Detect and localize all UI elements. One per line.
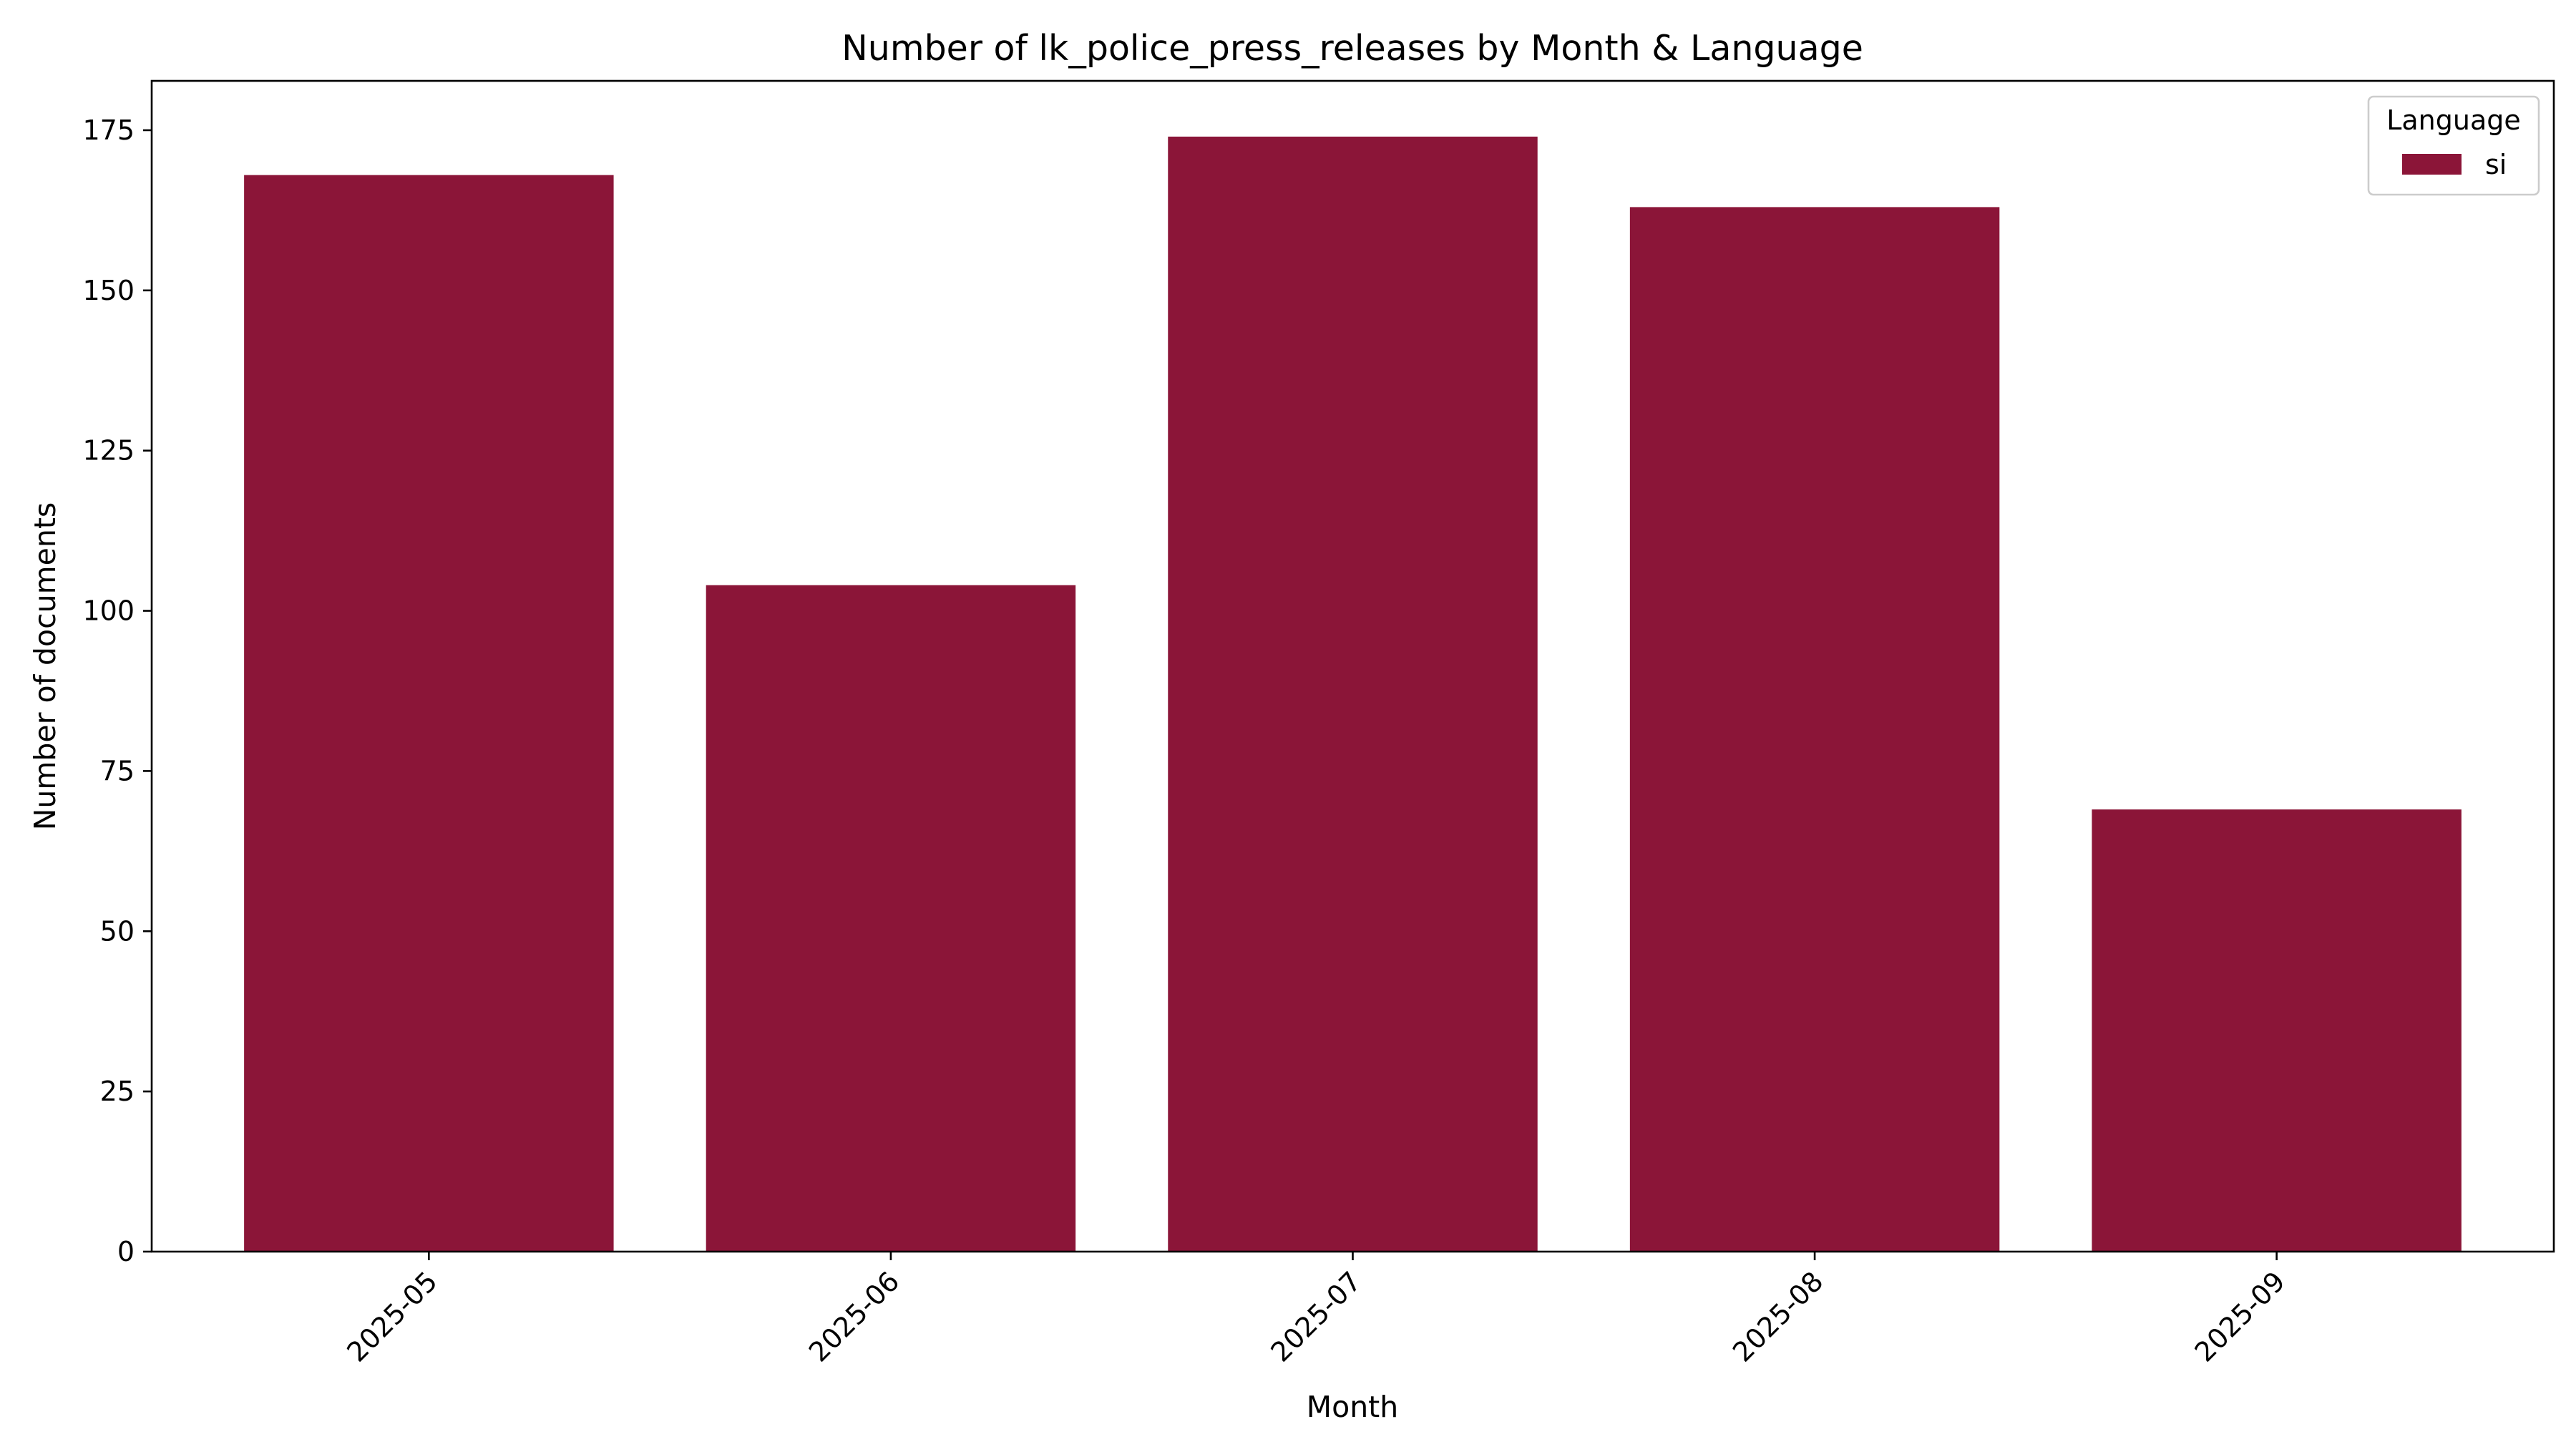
x-tick-label: 2025-08 (1727, 1265, 1829, 1368)
y-axis-label: Number of documents (28, 502, 62, 831)
y-tick-label: 75 (100, 755, 135, 786)
y-tick-label: 125 (82, 435, 135, 467)
y-tick-label: 50 (100, 915, 135, 947)
bars-layer (244, 136, 2462, 1252)
x-axis-ticks: 2025-05 2025-06 2025-07 2025-08 2025-09 (341, 1252, 2291, 1368)
bar-2025-08 (1629, 207, 2000, 1252)
y-tick-label: 25 (100, 1076, 135, 1107)
legend-swatch-si (2402, 154, 2462, 175)
x-tick-label: 2025-09 (2189, 1265, 2291, 1368)
y-tick-label: 175 (82, 114, 135, 146)
x-tick-label: 2025-07 (1264, 1265, 1367, 1368)
chart-title: Number of lk_police_press_releases by Mo… (841, 28, 1863, 69)
y-axis-ticks: 0 25 50 75 100 125 150 175 (82, 114, 152, 1267)
bar-2025-05 (244, 175, 614, 1252)
y-tick-label: 0 (117, 1236, 135, 1267)
legend-label-si: si (2485, 149, 2507, 180)
y-tick-label: 100 (82, 595, 135, 627)
legend-title: Language (2386, 104, 2521, 136)
y-tick-label: 150 (82, 275, 135, 306)
bar-2025-09 (2092, 809, 2462, 1252)
bar-2025-07 (1168, 136, 1538, 1252)
x-axis-label: Month (1307, 1390, 1399, 1424)
x-tick-label: 2025-05 (341, 1265, 443, 1368)
legend: Language si (2367, 95, 2540, 196)
bar-2025-06 (706, 585, 1076, 1252)
x-tick-label: 2025-06 (803, 1265, 905, 1368)
